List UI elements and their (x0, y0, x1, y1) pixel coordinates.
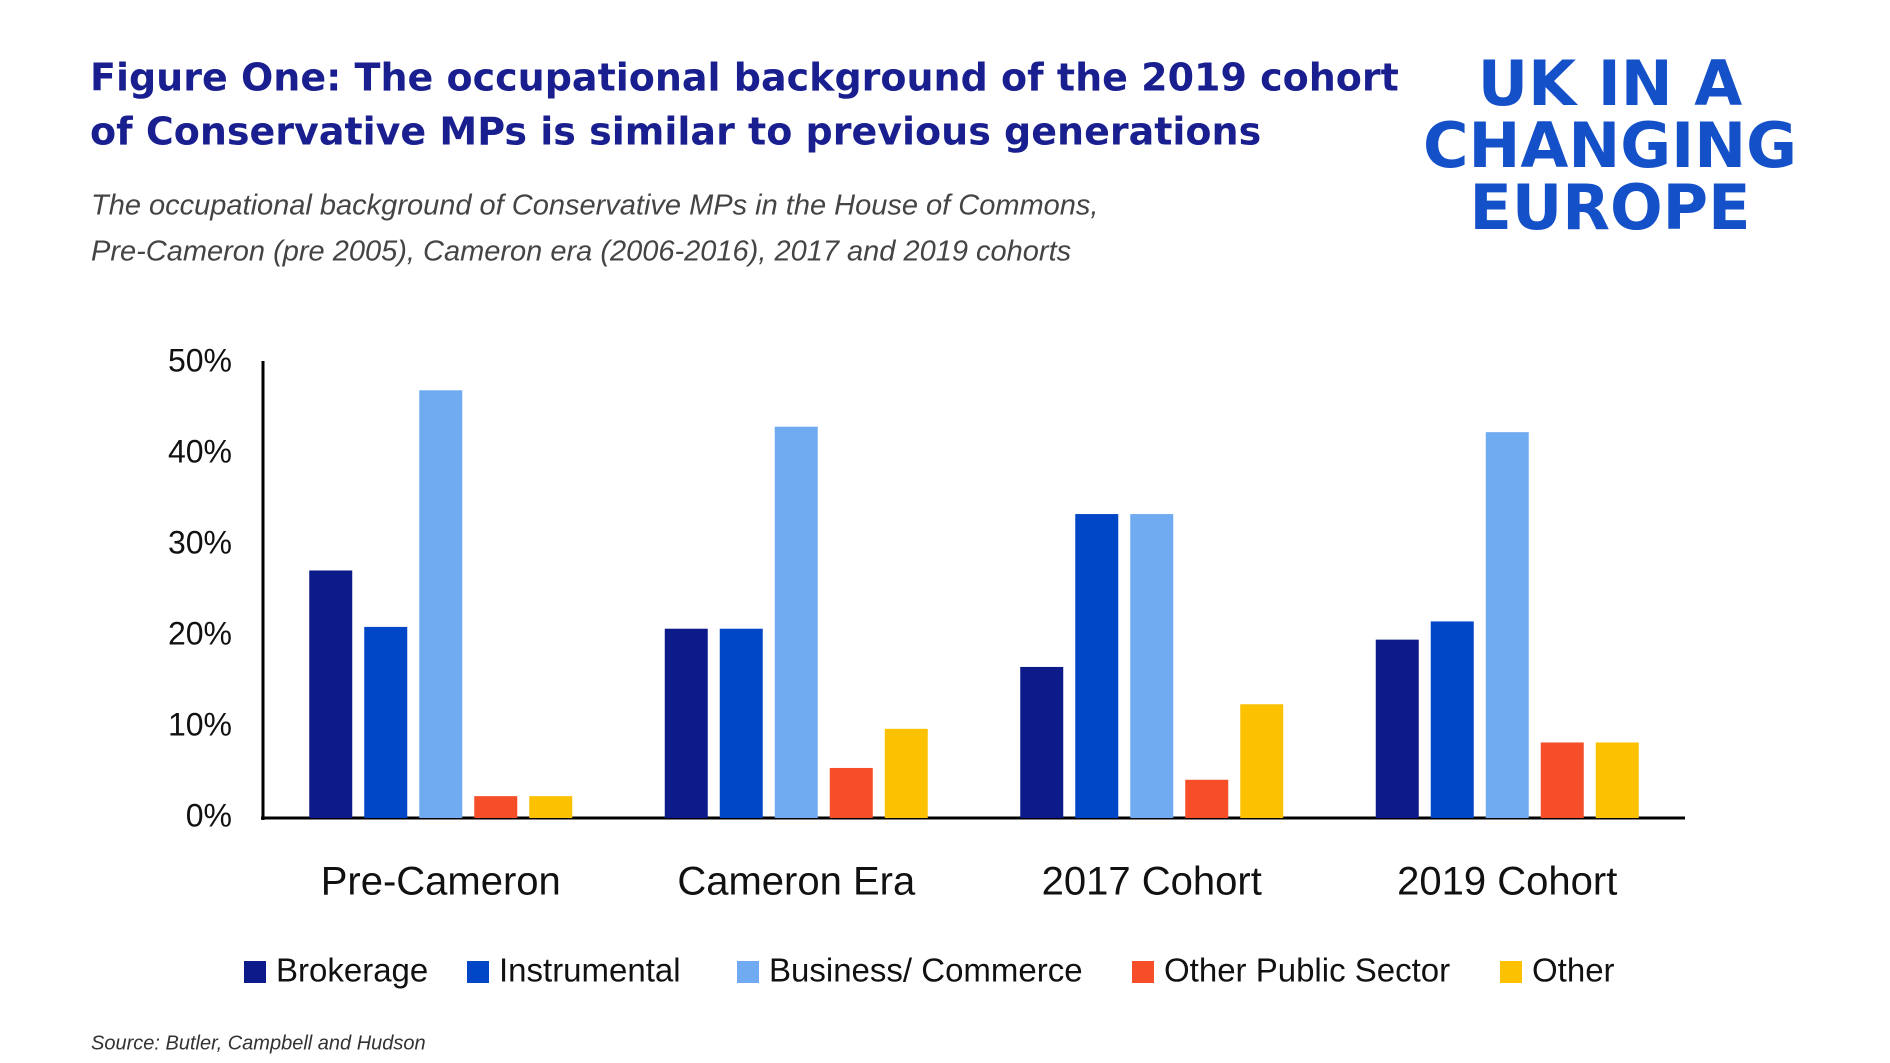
bar (1540, 742, 1584, 818)
legend-label: Other Public Sector (1164, 952, 1450, 989)
legend-label: Brokerage (276, 952, 428, 989)
bar (474, 796, 518, 818)
logo-text: EUROPE (1470, 171, 1751, 244)
bar (529, 796, 573, 818)
y-tick-label: 10% (168, 706, 232, 742)
bar (1485, 432, 1529, 818)
bar (1595, 742, 1639, 818)
chart-title: Figure One: The occupational background … (90, 56, 1399, 100)
legend-swatch (737, 961, 759, 983)
bar (1075, 514, 1119, 818)
logo-text: CHANGING (1423, 109, 1797, 182)
logo-text: UK IN A (1478, 47, 1743, 120)
x-tick-label: Cameron Era (677, 860, 916, 904)
bar (309, 570, 353, 818)
bar (1020, 666, 1064, 818)
legend-label: Other (1532, 952, 1615, 989)
bar (1375, 639, 1419, 818)
bar (719, 628, 763, 818)
source: Source: Butler, Campbell and Hudson (91, 1032, 426, 1054)
x-tick-label: 2017 Cohort (1042, 860, 1262, 904)
bar (1185, 779, 1229, 818)
x-tick-label: Pre-Cameron (321, 860, 561, 904)
legend-swatch (467, 961, 489, 983)
bar (829, 767, 873, 818)
y-tick-label: 30% (168, 524, 232, 560)
chart-title: of Conservative MPs is similar to previo… (90, 110, 1261, 154)
legend-label: Business/ Commerce (769, 952, 1083, 989)
chart-subtitle: Pre-Cameron (pre 2005), Cameron era (200… (91, 236, 1071, 268)
legend-swatch (1500, 961, 1522, 983)
y-tick-label: 40% (168, 433, 232, 469)
bar (364, 626, 408, 818)
y-tick-label: 0% (186, 797, 232, 833)
bar (884, 728, 928, 818)
bar (1430, 621, 1474, 818)
chart-subtitle: The occupational background of Conservat… (91, 190, 1098, 222)
bar (1130, 514, 1174, 818)
y-tick-label: 20% (168, 615, 232, 651)
y-tick-label: 50% (168, 342, 232, 378)
bar (774, 426, 818, 818)
legend-swatch (1132, 961, 1154, 983)
legend-label: Instrumental (499, 952, 681, 989)
bar (1240, 704, 1284, 818)
bar (419, 390, 463, 818)
legend-swatch (244, 961, 266, 983)
bar (664, 628, 708, 818)
x-tick-label: 2019 Cohort (1397, 860, 1617, 904)
